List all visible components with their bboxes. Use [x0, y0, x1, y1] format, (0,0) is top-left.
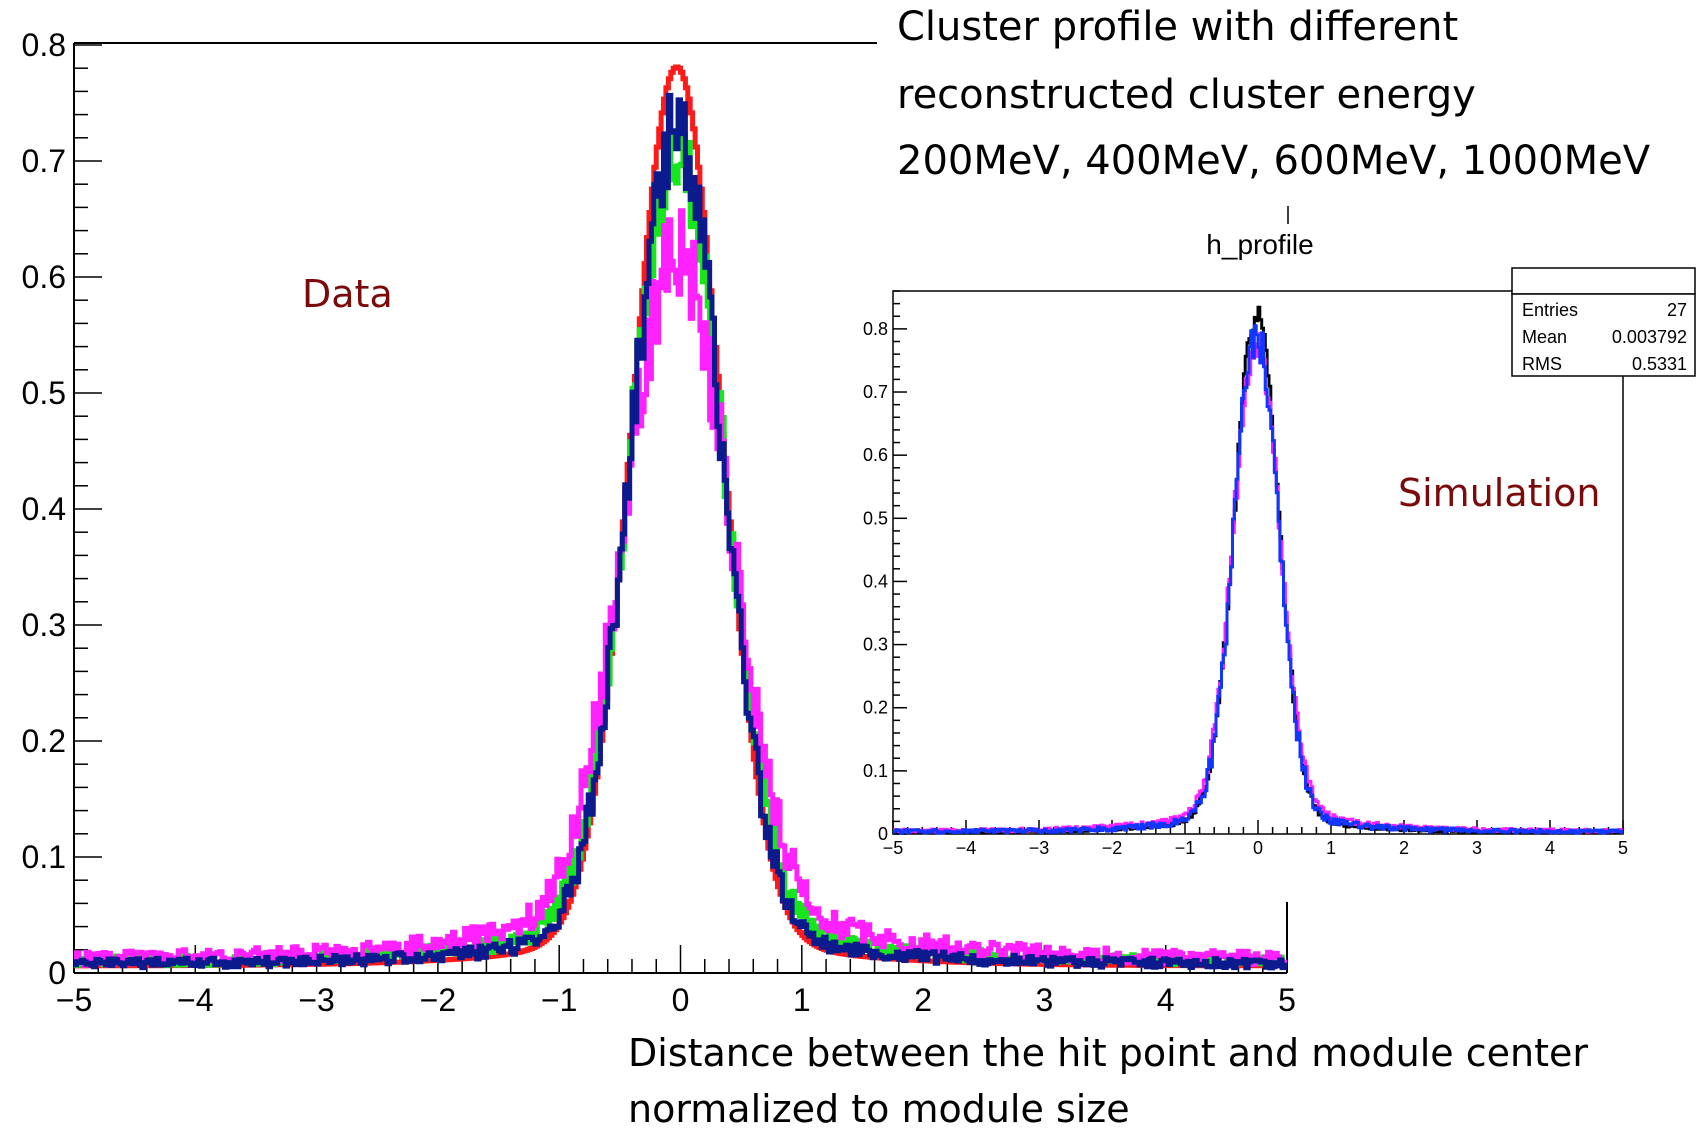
- inset-x-tick-label: −1: [1175, 838, 1196, 858]
- inset-series-blue: [893, 324, 1623, 835]
- title-line-1: Cluster profile with different: [897, 4, 1458, 50]
- inset-x-tick-label: −3: [1029, 838, 1050, 858]
- inset-x-tick-label: −2: [1102, 838, 1123, 858]
- title-line-3: 200MeV, 400MeV, 600MeV, 1000MeV: [897, 138, 1651, 184]
- inset-x-tick-label: 3: [1472, 838, 1482, 858]
- xlabel-line-2: normalized to module size: [628, 1087, 1130, 1131]
- main-y-tick-label: 0.4: [22, 491, 66, 527]
- main-y-tick-label: 0.7: [22, 143, 66, 179]
- inset-x-tick-label: −5: [883, 838, 904, 858]
- main-y-tick-label: 0.5: [22, 375, 66, 411]
- main-series-magenta: [73, 208, 1288, 968]
- main-x-tick-label: −4: [177, 982, 213, 1018]
- xlabel-line-1: Distance between the hit point and modul…: [628, 1031, 1588, 1075]
- inset-y-tick-label: 0.3: [863, 635, 888, 655]
- inset-y-tick-label: 0.6: [863, 445, 888, 465]
- main-series-navy: [73, 92, 1288, 971]
- main-x-tick-label: 2: [914, 982, 932, 1018]
- simulation-label: Simulation: [1398, 471, 1600, 515]
- stat-mean-label: Mean: [1522, 327, 1567, 347]
- inset-y-tick-label: 0.7: [863, 382, 888, 402]
- main-y-tick-label: 0: [48, 955, 66, 991]
- main-x-tick-label: −5: [56, 982, 92, 1018]
- inset-series: [893, 305, 1623, 835]
- main-x-tick-label: 5: [1278, 982, 1296, 1018]
- inset-axes: −5 −4 −3 −2 −1 0 1 2 3 4 5 0 0.1 0.2 0.3 0.4 0.5 0.6 0.7 0.…: [863, 290, 1628, 858]
- stats-box: Entries 27 Mean 0.003792 RMS 0.5331: [1511, 267, 1696, 377]
- inset-background: [893, 291, 1623, 834]
- stat-mean-value: 0.003792: [1612, 327, 1687, 347]
- main-x-tick-label: 4: [1157, 982, 1175, 1018]
- inset-y-tick-label: 0.5: [863, 508, 888, 528]
- main-axes: −5 −4 −3 −2 −1 0 1 2 3 4 5 0 0.1 0.2 0.3 0.4 0.5 0.6 0.7 0.…: [22, 27, 1296, 1018]
- stat-entries-label: Entries: [1522, 300, 1578, 320]
- main-x-tick-label: 1: [793, 982, 811, 1018]
- main-y-tick-label: 0.2: [22, 723, 66, 759]
- inset-y-tick-label: 0: [878, 824, 888, 844]
- data-label: Data: [302, 272, 393, 316]
- inset-title: h_profile: [1206, 229, 1313, 260]
- title-line-2: reconstructed cluster energy: [897, 72, 1476, 118]
- stats-box-header: [1511, 267, 1696, 295]
- main-x-tick-label: 3: [1036, 982, 1054, 1018]
- inset-x-tick-label: −4: [956, 838, 977, 858]
- main-series: [73, 64, 1288, 971]
- inset-x-tick-label: 2: [1399, 838, 1409, 858]
- stat-entries-value: 27: [1667, 300, 1687, 320]
- inset-x-tick-label: 1: [1326, 838, 1336, 858]
- inset-y-tick-label: 0.1: [863, 761, 888, 781]
- inset-x-tick-label: 5: [1618, 838, 1628, 858]
- main-y-tick-label: 0.8: [22, 27, 66, 63]
- stat-rms-label: RMS: [1522, 354, 1562, 374]
- main-y-tick-label: 0.3: [22, 607, 66, 643]
- stats-box-body: [1511, 293, 1696, 377]
- main-x-tick-label: −2: [420, 982, 456, 1018]
- main-x-tick-label: 0: [672, 982, 690, 1018]
- inset-x-tick-label: 4: [1545, 838, 1555, 858]
- main-y-tick-label: 0.1: [22, 839, 66, 875]
- main-x-tick-label: −3: [298, 982, 334, 1018]
- inset-x-tick-label: 0: [1253, 838, 1263, 858]
- inset-y-tick-label: 0.8: [863, 319, 888, 339]
- inset-y-tick-label: 0.2: [863, 698, 888, 718]
- main-y-tick-label: 0.6: [22, 259, 66, 295]
- inset-plot: −5 −4 −3 −2 −1 0 1 2 3 4 5 0 0.1 0.2 0.3 0.4 0.5 0.6 0.7 0.…: [863, 206, 1696, 858]
- main-x-tick-label: −1: [541, 982, 577, 1018]
- stat-rms-value: 0.5331: [1632, 354, 1687, 374]
- inset-y-tick-label: 0.4: [863, 571, 888, 591]
